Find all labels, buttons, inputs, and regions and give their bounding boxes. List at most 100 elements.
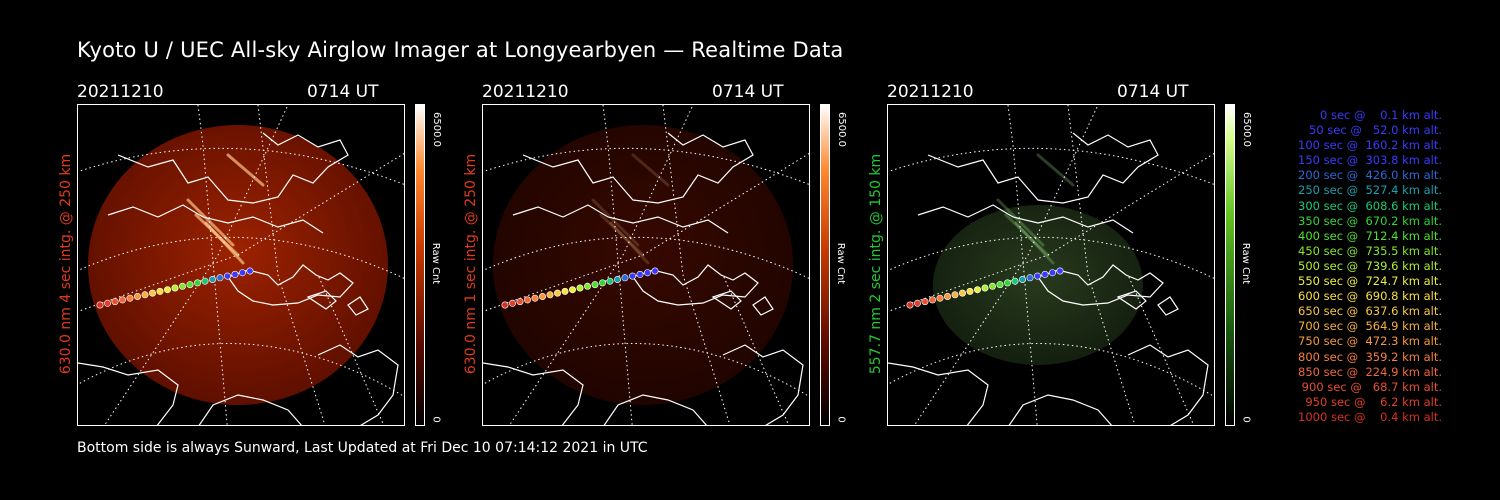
trajectory-point <box>224 272 232 280</box>
trajectory-point <box>584 282 592 290</box>
legend-row: 500 sec @ 739.6 km alt. <box>1294 258 1442 273</box>
trajectory-point <box>1056 267 1064 275</box>
grid-line <box>483 147 809 185</box>
sky-disk <box>88 125 388 405</box>
grid-line <box>104 105 289 425</box>
panel-630-1sec: 20211210 0714 UT 630.0 nm 1 sec intg. @ … <box>463 78 862 428</box>
trajectory-point <box>928 296 936 304</box>
colorbar-min: 0 <box>1239 412 1253 426</box>
trajectory-point <box>621 274 629 282</box>
trajectory-point <box>606 277 614 285</box>
trajectory-point <box>1049 269 1057 277</box>
footer-note: Bottom side is always Sunward, Last Upda… <box>77 440 648 456</box>
trajectory-point <box>546 291 554 299</box>
trajectory-point <box>118 296 126 304</box>
trajectory-point <box>508 299 516 307</box>
coastline <box>317 344 399 425</box>
grid-line <box>257 105 326 425</box>
trajectory-point <box>974 286 982 294</box>
trajectory-point <box>651 267 659 275</box>
trajectory-point <box>906 301 914 309</box>
trajectory-point <box>1041 270 1049 278</box>
trajectory-point <box>538 293 546 301</box>
colorbar-min: 0 <box>834 412 848 426</box>
aurora-streak <box>1036 153 1075 187</box>
panel-ylabel: 630.0 nm 1 sec intg. @ 250 km <box>461 104 481 424</box>
sky-disk <box>933 205 1143 365</box>
aurora-streak <box>204 221 245 265</box>
trajectory-point <box>186 281 194 289</box>
trajectory-point <box>629 272 637 280</box>
coastline <box>1116 290 1147 310</box>
legend-row: 150 sec @ 303.8 km alt. <box>1294 153 1442 168</box>
grid-line <box>509 105 694 425</box>
grid-line <box>483 236 809 279</box>
trajectory-point <box>126 294 134 302</box>
colorbar-label-text: Raw Cnt <box>835 242 847 284</box>
coastline <box>752 296 774 316</box>
trajectory-point <box>576 284 584 292</box>
legend-row: 350 sec @ 670.2 km alt. <box>1294 213 1442 228</box>
panel-630-4sec: 20211210 0714 UT 630.0 nm 4 sec intg. @ … <box>58 78 457 428</box>
grid-line <box>197 105 228 425</box>
legend-row: 250 sec @ 527.4 km alt. <box>1294 183 1442 198</box>
allsky-image <box>77 104 405 426</box>
colorbar <box>1225 104 1235 426</box>
trajectory-legend: 0 sec @ 0.1 km alt. 50 sec @ 52.0 km alt… <box>1262 108 1442 425</box>
grid-line <box>662 105 731 425</box>
legend-row: 900 sec @ 68.7 km alt. <box>1298 379 1442 394</box>
colorbar-max: 6500.0 <box>429 104 443 154</box>
legend-row: 950 sec @ 6.2 km alt. <box>1301 394 1442 409</box>
panel-ylabel-text: 557.7 nm 2 sec intg. @ 150 km <box>868 153 884 375</box>
grid-line <box>888 343 1214 398</box>
panel-date: 20211210 <box>77 82 164 102</box>
trajectory-point <box>111 298 119 306</box>
allsky-image <box>887 104 1215 426</box>
grid-line <box>78 152 404 313</box>
panel-ylabel-text: 630.0 nm 1 sec intg. @ 250 km <box>463 153 479 375</box>
colorbar-max-text: 6500.0 <box>430 111 442 147</box>
allsky-image <box>482 104 810 426</box>
colorbar-label: Raw Cnt <box>429 238 443 288</box>
legend-row: 450 sec @ 735.5 km alt. <box>1294 243 1442 258</box>
coastline <box>78 362 179 425</box>
trajectory-point <box>981 284 989 292</box>
colorbar-max-text: 6500.0 <box>835 111 847 147</box>
legend-row: 0 sec @ 0.1 km alt. <box>1309 108 1442 122</box>
coastline <box>917 204 1134 234</box>
legend-row: 600 sec @ 690.8 km alt. <box>1294 289 1442 304</box>
trajectory-point <box>194 279 202 287</box>
coastline <box>1008 394 1113 425</box>
sky-disk <box>493 125 793 405</box>
trajectory-point <box>591 281 599 289</box>
legend-row: 100 sec @ 160.2 km alt. <box>1294 138 1442 153</box>
legend-row: 650 sec @ 637.6 km alt. <box>1294 304 1442 319</box>
coastline <box>117 132 349 204</box>
panel-ylabel: 557.7 nm 2 sec intg. @ 150 km <box>866 104 886 424</box>
trajectory-point <box>523 296 531 304</box>
trajectory-point <box>141 291 149 299</box>
legend-row: 1000 sec @ 0.4 km alt. <box>1298 409 1442 424</box>
trajectory-point <box>614 276 622 284</box>
legend-row: 300 sec @ 608.6 km alt. <box>1294 198 1442 213</box>
trajectory-point <box>164 286 172 294</box>
panel-ylabel: 630.0 nm 4 sec intg. @ 250 km <box>56 104 76 424</box>
legend-row: 700 sec @ 564.9 km alt. <box>1294 319 1442 334</box>
grid-line <box>888 236 1214 279</box>
panel-time: 0714 UT <box>307 82 379 102</box>
coastline <box>306 290 337 310</box>
trajectory-point <box>996 281 1004 289</box>
colorbar-min-text: 0 <box>1240 415 1252 423</box>
legend-row: 850 sec @ 224.9 km alt. <box>1294 364 1442 379</box>
colorbar-label-text: Raw Cnt <box>1240 242 1252 284</box>
trajectory-point <box>554 289 562 297</box>
grid-line <box>1067 105 1136 425</box>
grid-line <box>1007 105 1038 425</box>
colorbar-min: 0 <box>429 412 443 426</box>
panel-date: 20211210 <box>482 82 569 102</box>
colorbar <box>820 104 830 426</box>
trajectory-point <box>1019 276 1027 284</box>
grid-line <box>78 147 404 185</box>
coastline <box>1037 264 1164 306</box>
trajectory-point <box>133 293 141 301</box>
